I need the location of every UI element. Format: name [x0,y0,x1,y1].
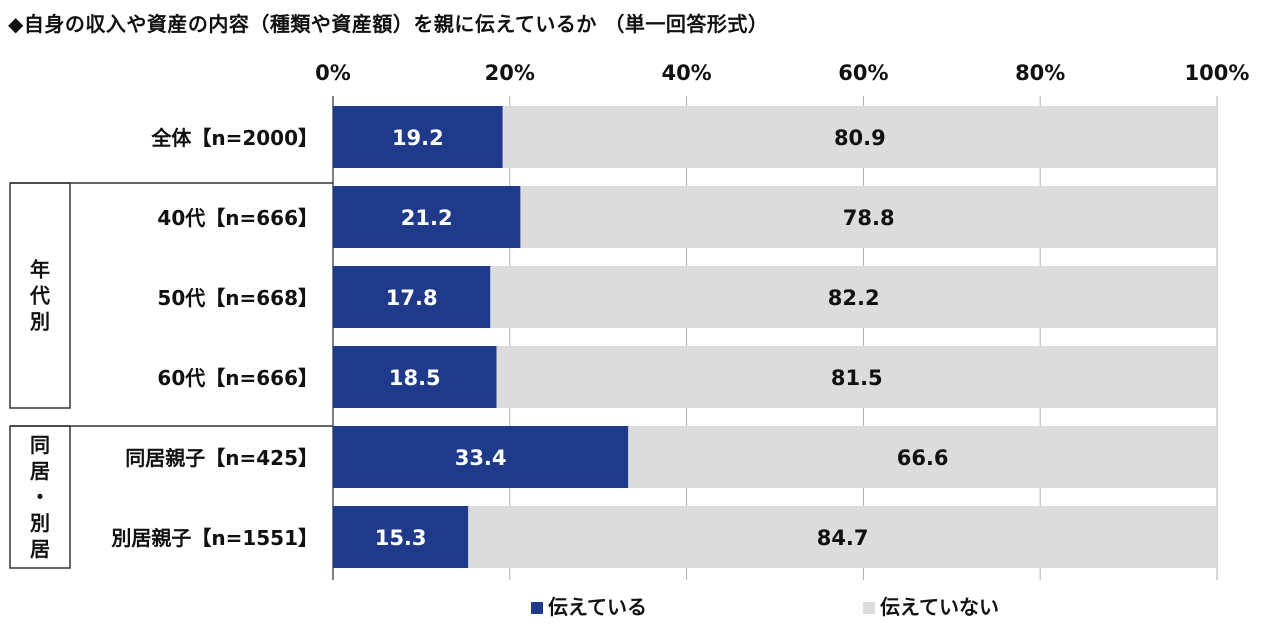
bar-told [333,346,497,408]
data-label-not-told: 84.7 [817,526,869,550]
category-label: 別居親子【n=1551】 [111,526,318,550]
group-label-char: 別 [30,310,50,334]
chart-title: ◆自身の収入や資産の内容（種類や資産額）を親に伝えているか （単一回答形式） [8,12,769,36]
group-label-char: 年 [30,258,50,282]
group-label-char: 別 [30,511,50,535]
x-tick-label: 0% [315,61,351,85]
legend-not-told-label: 伝えていない [880,595,999,619]
data-label-told: 17.8 [386,286,438,310]
x-tick-label: 20% [485,61,535,85]
x-tick-label: 60% [838,61,888,85]
bar-not-told [490,266,1217,328]
category-label: 50代【n=668】 [157,286,318,310]
x-tick-label: 40% [661,61,711,85]
category-label: 全体【n=2000】 [150,126,318,150]
bar-told [333,506,469,568]
legend-told-swatch [531,602,543,614]
category-label: 40代【n=666】 [157,206,318,230]
bar-told [333,266,491,328]
bar-not-told [502,106,1217,168]
group-label-char: 居 [30,537,50,561]
legend-not-told-swatch [863,602,875,614]
x-tick-label: 100% [1185,61,1250,85]
category-label: 同居親子【n=425】 [125,446,318,470]
group-label-char: 居 [30,459,50,483]
data-label-told: 19.2 [392,126,444,150]
data-label-not-told: 66.6 [897,446,949,470]
bar-told [333,106,503,168]
bar-told [333,426,629,488]
bar-told [333,186,521,248]
group-label-char: 同 [30,433,50,457]
group-label-char: 代 [29,284,50,308]
data-label-not-told: 78.8 [843,206,895,230]
group-label-char: ・ [30,485,50,509]
legend-told-label: 伝えている [548,595,647,619]
data-label-not-told: 82.2 [828,286,880,310]
data-label-told: 18.5 [389,366,441,390]
data-label-told: 21.2 [401,206,453,230]
bar-not-told [496,346,1217,408]
bar-not-told [520,186,1217,248]
x-tick-label: 80% [1015,61,1065,85]
bar-not-told [468,506,1217,568]
data-label-not-told: 81.5 [831,366,883,390]
bar-not-told [628,426,1217,488]
category-label: 60代【n=666】 [157,366,318,390]
data-label-told: 15.3 [375,526,427,550]
data-label-not-told: 80.9 [834,126,886,150]
data-label-told: 33.4 [455,446,507,470]
